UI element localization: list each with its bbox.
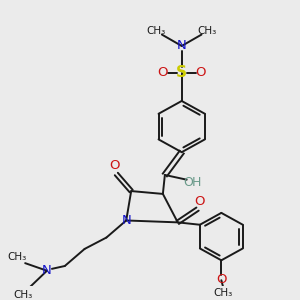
Text: CH₃: CH₃ xyxy=(214,287,233,298)
Text: N: N xyxy=(121,214,131,227)
Text: CH₃: CH₃ xyxy=(8,253,27,262)
Text: N: N xyxy=(42,264,52,277)
Text: O: O xyxy=(184,176,194,189)
Text: O: O xyxy=(194,195,205,208)
Text: CH₃: CH₃ xyxy=(146,26,166,36)
Text: O: O xyxy=(216,273,226,286)
Text: O: O xyxy=(109,159,120,172)
Text: O: O xyxy=(158,66,168,79)
Text: O: O xyxy=(195,66,206,79)
Text: CH₃: CH₃ xyxy=(14,290,33,300)
Text: S: S xyxy=(176,65,187,80)
Text: N: N xyxy=(177,40,187,52)
Text: CH₃: CH₃ xyxy=(198,26,217,36)
Text: H: H xyxy=(192,176,201,189)
